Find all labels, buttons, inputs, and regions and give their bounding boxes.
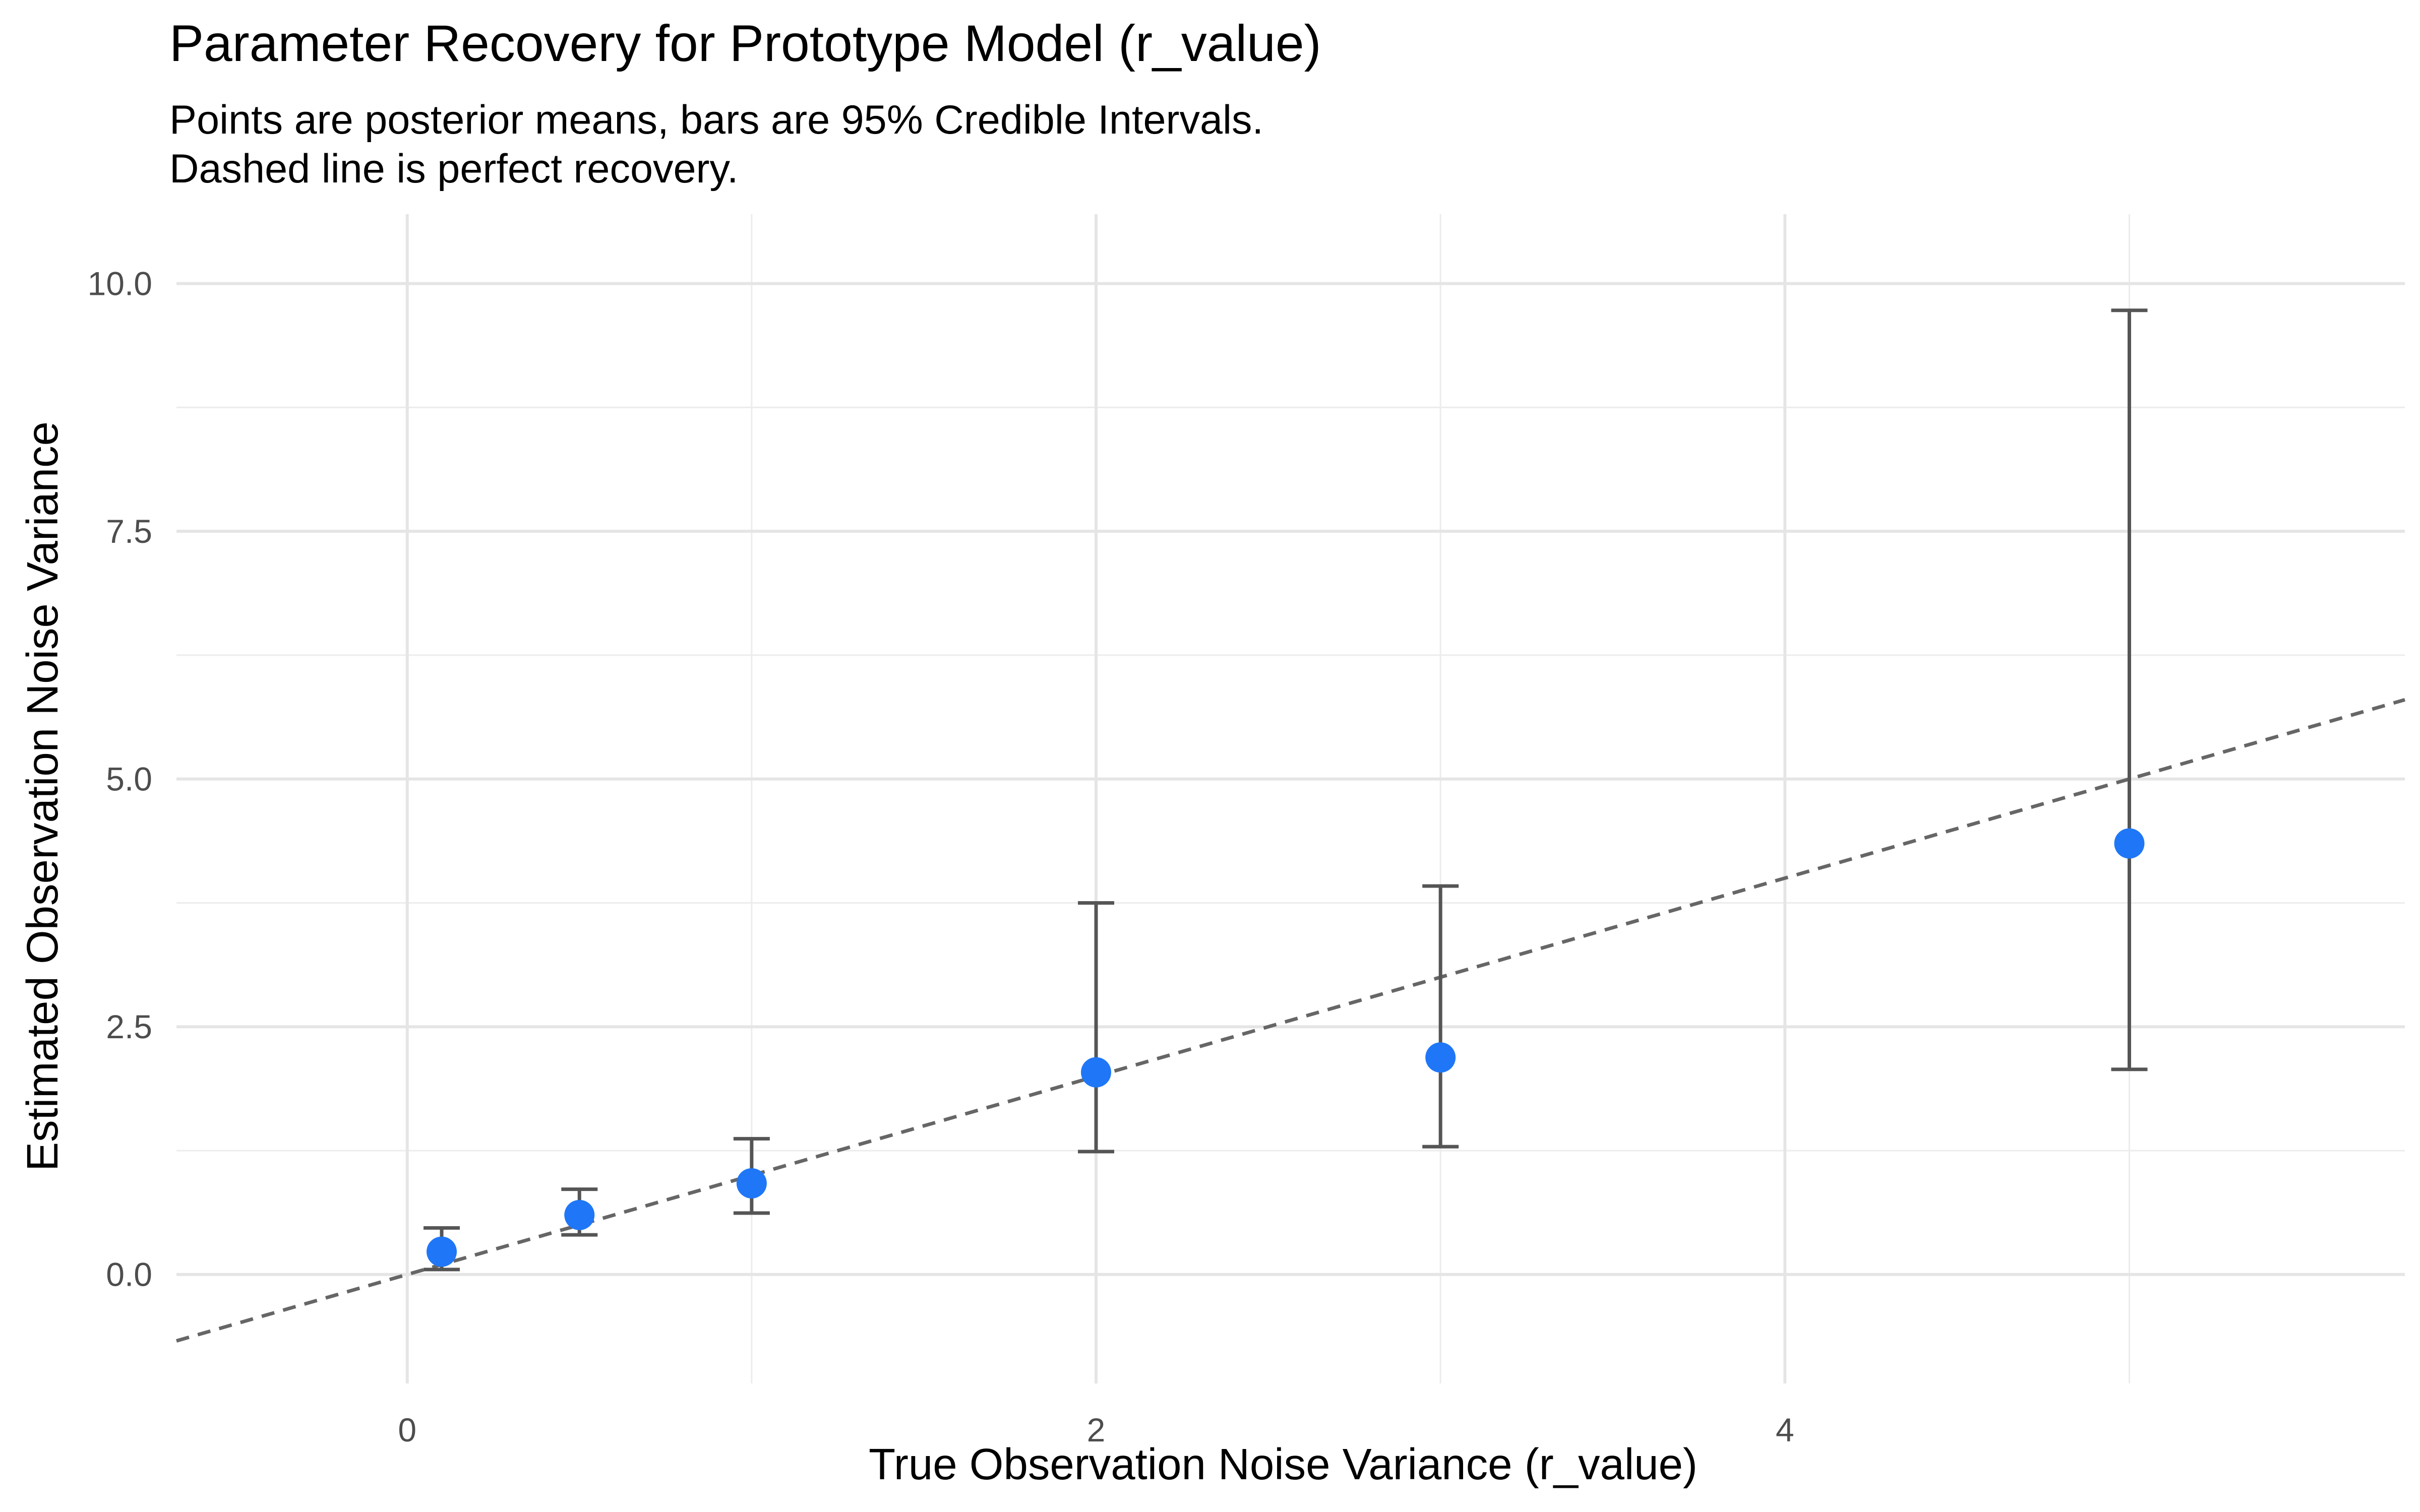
- subtitle-line-1: Points are posterior means, bars are 95%…: [169, 97, 1264, 143]
- errorbar: [2111, 308, 2148, 1072]
- subtitle-line-2: Dashed line is perfect recovery.: [169, 146, 739, 192]
- x-axis-label: True Observation Noise Variance (r_value…: [869, 1440, 1698, 1489]
- data-point: [736, 1168, 767, 1199]
- errorbar: [1078, 901, 1115, 1154]
- y-axis-label: Estimated Observation Noise Variance: [18, 421, 67, 1171]
- y-tick-label: 0.0: [106, 1256, 152, 1293]
- chart-title: Parameter Recovery for Prototype Model (…: [169, 15, 1321, 72]
- errorbar: [1422, 884, 1459, 1149]
- x-tick-labels: 0 2 4: [398, 1411, 1794, 1448]
- chart-subtitle: Points are posterior means, bars are 95%…: [169, 96, 1263, 194]
- data-point: [1081, 1057, 1112, 1088]
- grid-minor: [176, 214, 2405, 1383]
- grid-major: [176, 214, 2405, 1383]
- y-tick-label: 5.0: [106, 761, 152, 798]
- data-point: [564, 1200, 595, 1230]
- data-point: [427, 1236, 457, 1267]
- reference-line-layer: [176, 698, 2405, 1343]
- y-tick-labels: 0.0 2.5 5.0 7.5 10.0: [88, 265, 152, 1293]
- y-tick-label: 7.5: [106, 513, 152, 550]
- y-tick-label: 10.0: [88, 265, 152, 302]
- y-tick-label: 2.5: [106, 1008, 152, 1045]
- errorbars: [424, 308, 2148, 1272]
- data-point: [1425, 1042, 1456, 1073]
- data-point: [2114, 828, 2145, 859]
- x-tick-label: 2: [1087, 1411, 1106, 1448]
- x-tick-label: 0: [398, 1411, 416, 1448]
- perfect-recovery-line: [176, 698, 2405, 1343]
- x-tick-label: 4: [1776, 1411, 1794, 1448]
- points: [427, 828, 2145, 1267]
